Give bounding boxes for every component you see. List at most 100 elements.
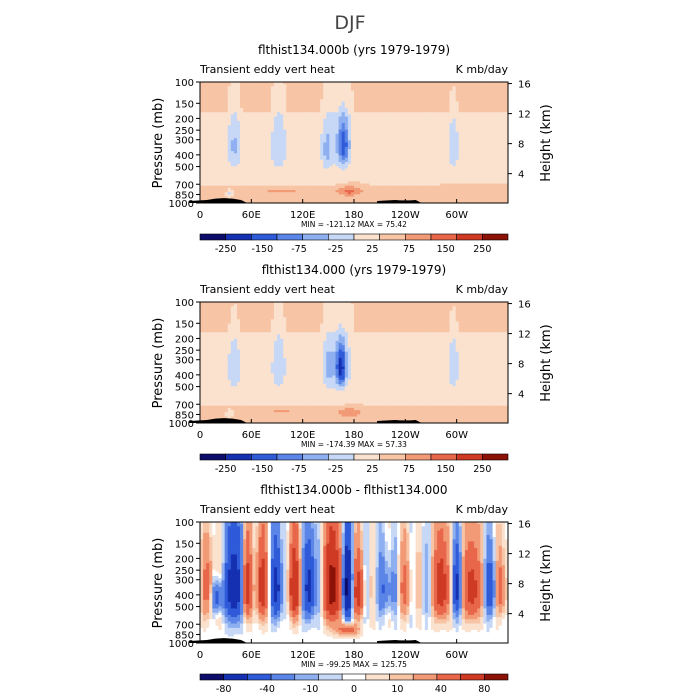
field-cell: [255, 181, 259, 184]
field-cell: [310, 125, 315, 128]
field-cell: [304, 148, 309, 152]
field-cell: [504, 129, 508, 133]
field-cell: [335, 168, 339, 171]
field-cell: [323, 144, 327, 148]
field-cell: [489, 183, 493, 187]
field-cell: [443, 103, 447, 107]
field-cell: [471, 118, 475, 122]
field-cell: [394, 179, 398, 182]
field-cell: [492, 133, 497, 137]
field-cell: [480, 105, 484, 109]
field-cell: [449, 153, 453, 156]
field-cell: [409, 144, 413, 148]
field-cell: [437, 114, 441, 117]
field-cell: [313, 142, 318, 146]
field-cell: [246, 168, 250, 171]
field-cell: [255, 107, 259, 111]
field-cell: [467, 174, 472, 178]
field-cell: [489, 103, 493, 107]
field-cell: [335, 151, 339, 154]
field-cell: [474, 174, 478, 178]
field-cell: [255, 170, 259, 174]
field-cell: [464, 155, 469, 159]
field-cell: [378, 103, 383, 107]
field-cell: [363, 90, 367, 94]
field-cell: [310, 103, 315, 107]
field-cell: [498, 161, 503, 165]
field-cell: [341, 116, 346, 120]
field-cell: [313, 110, 318, 113]
field-cell: [375, 88, 380, 92]
field-cell: [258, 120, 262, 124]
field-cell: [264, 136, 269, 139]
field-cell: [357, 110, 361, 113]
field-cell: [387, 144, 392, 148]
field-cell: [335, 86, 339, 89]
field-cell: [320, 170, 324, 174]
field-cell: [440, 110, 444, 113]
field-cell: [221, 177, 226, 180]
field-cell: [209, 164, 213, 167]
field-cell: [467, 140, 472, 143]
field-cell: [492, 86, 497, 89]
field-cell: [218, 101, 222, 105]
field-cell: [400, 112, 404, 115]
field-cell: [326, 138, 330, 141]
field-cell: [338, 94, 343, 98]
field-cell: [464, 110, 469, 113]
field-cell: [335, 97, 339, 100]
field-cell: [326, 125, 330, 128]
field-cell: [452, 125, 457, 128]
field-cell: [474, 94, 478, 98]
field-cell: [344, 127, 349, 130]
field-cell: [258, 179, 262, 182]
field-cell: [221, 84, 226, 87]
field-cell: [501, 99, 506, 102]
field-cell: [461, 123, 466, 126]
field-cell: [236, 103, 241, 107]
field-cell: [452, 146, 457, 150]
field-cell: [372, 179, 376, 182]
field-cell: [443, 88, 447, 92]
field-cell: [233, 146, 238, 150]
field-cell: [357, 142, 361, 146]
field-cell: [375, 97, 380, 100]
field-cell: [307, 101, 312, 105]
field-cell: [338, 161, 343, 165]
field-cell: [332, 82, 336, 85]
field-cell: [283, 112, 287, 115]
field-cell: [264, 183, 269, 187]
field-cell: [267, 133, 272, 137]
field-cell: [320, 116, 324, 120]
field-cell: [483, 138, 487, 141]
field-cell: [427, 174, 432, 178]
field-cell: [369, 161, 373, 165]
field-cell: [329, 155, 333, 159]
field-cell: [501, 146, 506, 150]
field-cell: [369, 179, 373, 182]
field-cell: [486, 174, 490, 178]
field-cell: [209, 127, 213, 130]
field-cell: [332, 187, 336, 191]
field-cell: [277, 157, 281, 161]
field-cell: [406, 86, 410, 89]
field-cell: [261, 133, 266, 137]
field-cell: [440, 112, 444, 115]
field-cell: [375, 136, 380, 139]
field-cell: [381, 144, 386, 148]
field-cell: [326, 144, 330, 148]
field-cell: [261, 187, 266, 191]
field-cell: [424, 138, 429, 141]
field-cell: [267, 129, 272, 133]
field-cell: [400, 127, 404, 130]
field-cell: [292, 88, 296, 92]
field-cell: [489, 116, 493, 120]
field-cell: [412, 86, 416, 89]
field-cell: [335, 157, 339, 161]
field-cell: [394, 116, 398, 120]
field-cell: [369, 166, 373, 169]
field-cell: [246, 161, 250, 165]
field-cell: [464, 170, 469, 174]
field-cell: [378, 177, 383, 180]
field-cell: [400, 172, 404, 176]
